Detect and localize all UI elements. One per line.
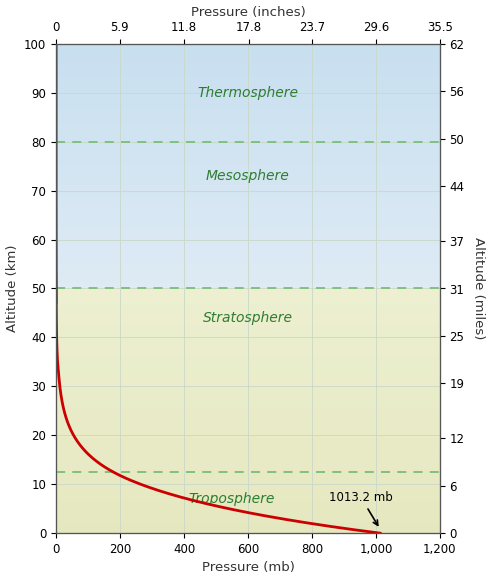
Y-axis label: Altitude (km): Altitude (km) — [5, 245, 19, 332]
Y-axis label: Altitude (miles): Altitude (miles) — [472, 237, 486, 340]
Text: Stratosphere: Stratosphere — [203, 311, 293, 325]
Text: Mesosphere: Mesosphere — [206, 169, 290, 183]
Text: Troposphere: Troposphere — [189, 492, 275, 506]
X-axis label: Pressure (inches): Pressure (inches) — [191, 6, 305, 19]
X-axis label: Pressure (mb): Pressure (mb) — [201, 561, 295, 574]
Text: Thermosphere: Thermosphere — [197, 86, 299, 100]
Text: 1013.2 mb: 1013.2 mb — [329, 491, 393, 525]
